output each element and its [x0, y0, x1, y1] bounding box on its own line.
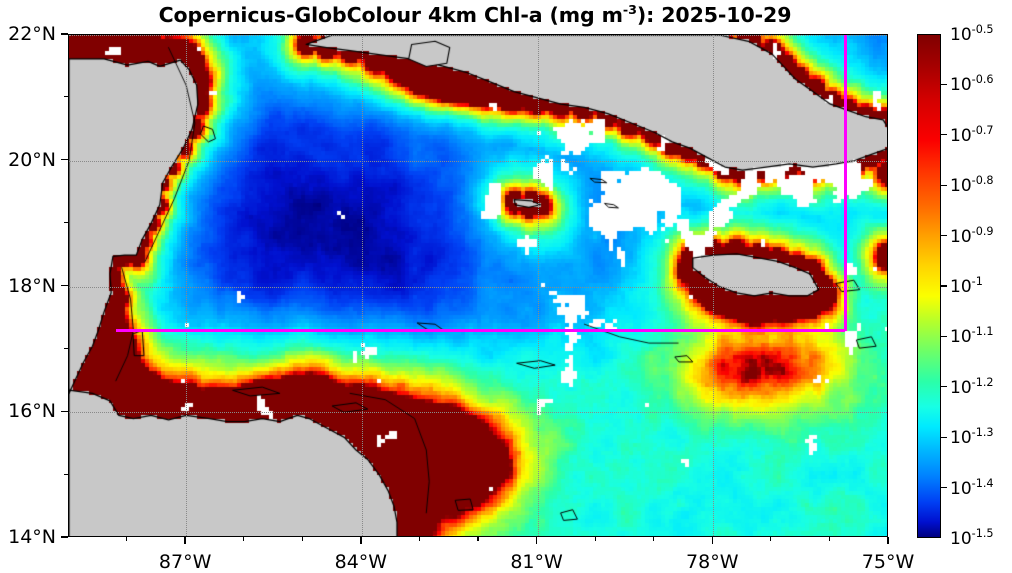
colorbar-tick	[941, 184, 947, 186]
y-axis-minor-tick	[64, 473, 68, 475]
gridline-vertical	[537, 35, 539, 536]
title-suffix: ): 2025-10-29	[636, 2, 792, 27]
colorbar-tick	[941, 486, 947, 489]
colorbar-tick-label: 10-1.3	[950, 426, 994, 449]
x-axis-minor-tick	[594, 537, 596, 541]
colorbar-tick-label: 10-0.9	[950, 224, 994, 247]
y-axis-minor-tick	[64, 347, 68, 349]
x-axis-minor-tick	[418, 537, 420, 541]
colorbar-tick	[941, 436, 947, 438]
roi-right-edge	[843, 35, 847, 331]
colorbar-tick-label: 10-0.8	[950, 174, 994, 197]
y-axis-label: 16°N	[8, 400, 56, 423]
x-axis-label: 75°W	[861, 551, 915, 573]
x-axis-minor-tick	[243, 537, 245, 541]
x-axis-label: 84°W	[334, 551, 388, 573]
x-axis-tick	[711, 537, 713, 544]
y-axis-label: 20°N	[8, 148, 56, 171]
gridline-vertical	[361, 35, 363, 536]
x-axis-minor-tick	[477, 537, 479, 541]
colorbar-tick-label: 10-0.7	[950, 123, 994, 146]
x-axis-minor-tick	[653, 537, 655, 541]
colorbar-tick-label: 10-1	[950, 275, 983, 297]
colorbar-tick	[941, 285, 947, 287]
y-axis-tick	[61, 159, 68, 161]
colorbar-gradient	[917, 34, 941, 538]
gridline-vertical	[713, 35, 715, 536]
y-axis-label: 18°N	[8, 274, 56, 297]
x-axis-tick	[887, 537, 889, 544]
gridline-horizontal	[69, 160, 887, 162]
y-axis-minor-tick	[64, 222, 68, 224]
colorbar-tick-label: 10-0.6	[950, 73, 994, 96]
y-axis-minor-tick	[64, 96, 68, 98]
x-axis-label: 87°W	[158, 551, 212, 573]
chart-title: Copernicus-GlobColour 4km Chl-a (mg m-3)…	[0, 2, 950, 27]
colorbar-tick-label: 10-1.5	[950, 527, 994, 549]
y-axis-label: 22°N	[8, 23, 56, 45]
y-axis-tick	[61, 33, 68, 35]
x-axis-label: 78°W	[686, 551, 739, 573]
colorbar-tick-label: 10-1.1	[950, 325, 994, 348]
gridline-horizontal	[69, 412, 887, 414]
x-axis-tick	[360, 537, 362, 544]
chlorophyll-raster	[69, 35, 887, 536]
colorbar-tick	[941, 134, 947, 136]
colorbar-tick	[941, 335, 947, 338]
x-axis-minor-tick	[828, 537, 830, 541]
x-axis-tick	[184, 537, 186, 544]
y-axis-tick	[61, 536, 68, 538]
gridline-vertical	[186, 35, 188, 536]
colorbar-tick	[941, 234, 947, 237]
y-axis-tick	[61, 410, 68, 412]
x-axis-tick	[535, 537, 538, 544]
colorbar-tick	[941, 83, 947, 86]
gridline-horizontal	[69, 35, 887, 36]
colorbar-tick-label: 10-1.2	[950, 375, 994, 398]
roi-bottom-edge	[115, 329, 846, 332]
colorbar-tick-label: 10-1.4	[950, 476, 994, 499]
x-axis-label: 81°W	[510, 551, 563, 573]
map-plot-area	[68, 34, 888, 537]
x-axis-minor-tick	[770, 537, 772, 541]
gridline-horizontal	[69, 286, 887, 288]
x-axis-minor-tick	[126, 537, 128, 541]
colorbar-tick	[941, 386, 947, 388]
x-axis-minor-tick	[301, 537, 303, 541]
title-prefix: Copernicus-GlobColour 4km Chl-a (mg m	[158, 2, 623, 27]
title-exponent: -3	[622, 2, 637, 17]
colorbar-tick-label: 10-0.5	[950, 23, 994, 45]
y-axis-label: 14°N	[8, 526, 56, 548]
y-axis-tick	[61, 284, 68, 287]
